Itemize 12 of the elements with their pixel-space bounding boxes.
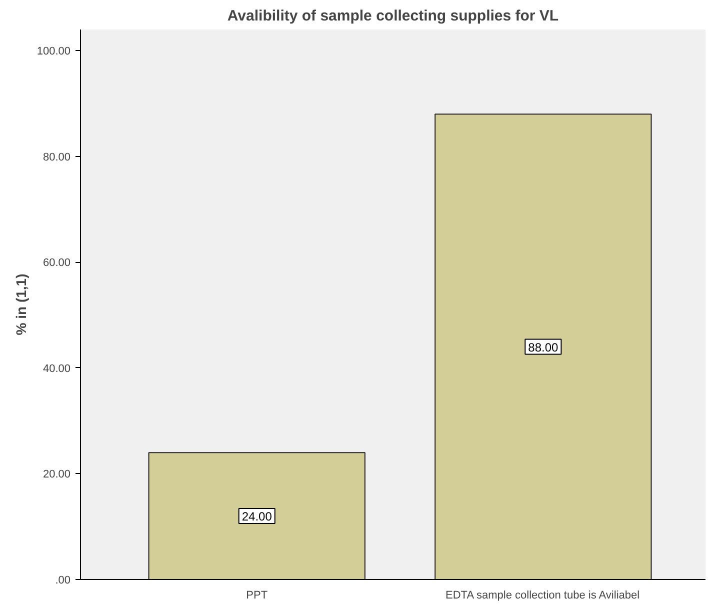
data-label: 88.00 bbox=[528, 340, 559, 354]
y-tick-label: 60.00 bbox=[42, 257, 71, 270]
y-tick-label: 100.00 bbox=[36, 46, 71, 58]
x-tick-label: EDTA sample collection tube is Aviliabel bbox=[446, 590, 640, 602]
y-axis-title: % in (1,1) bbox=[12, 274, 29, 336]
x-tick-label: PPT bbox=[246, 590, 268, 602]
y-tick-label: .00 bbox=[55, 574, 71, 586]
chart-title: Avalibility of sample collecting supplies for VL bbox=[227, 8, 559, 24]
data-label: 24.00 bbox=[242, 510, 272, 524]
y-tick-label: 40.00 bbox=[42, 362, 71, 375]
y-tick-label: 80.00 bbox=[42, 151, 71, 164]
y-tick-label: 20.00 bbox=[42, 468, 71, 481]
